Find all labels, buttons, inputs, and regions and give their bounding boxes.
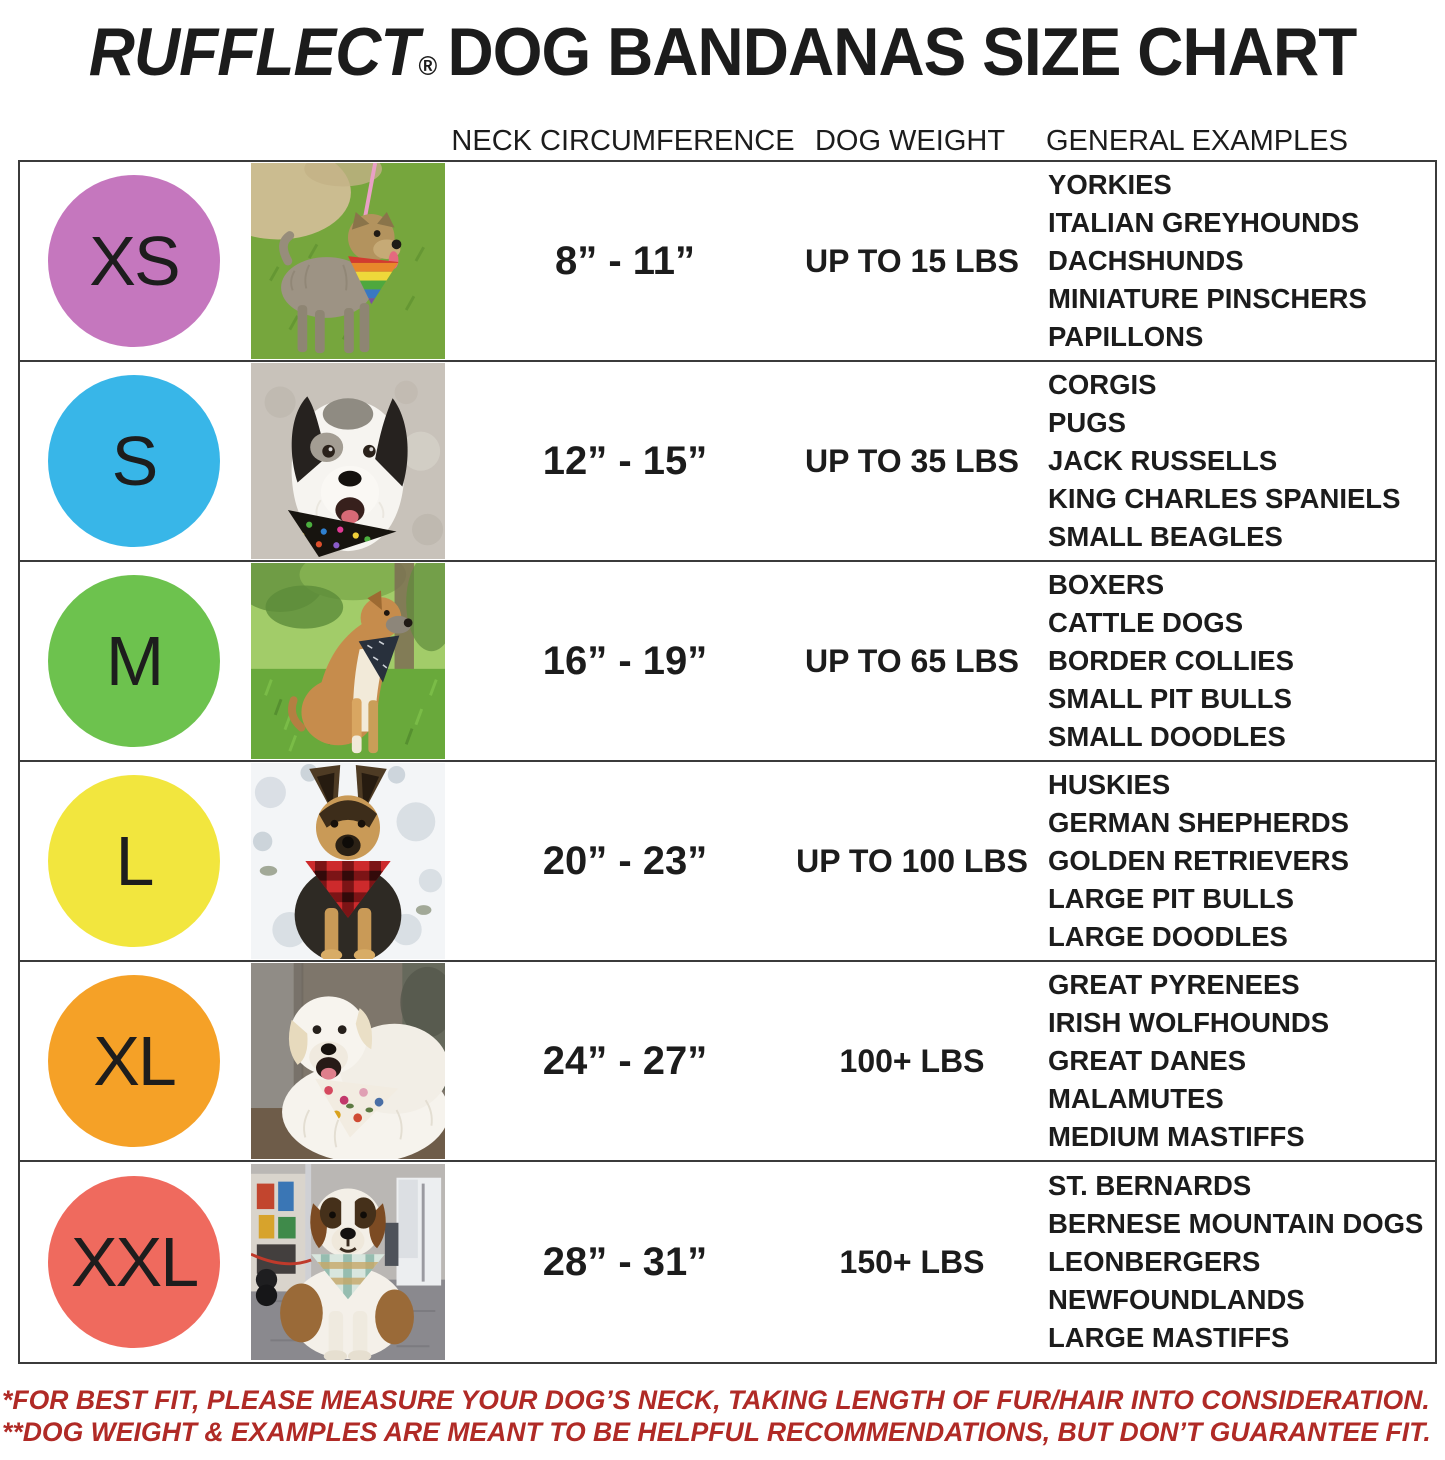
size-chart-table: XS bbox=[18, 160, 1437, 1364]
weight-value: UP TO 35 LBS bbox=[805, 442, 1019, 479]
dog-photo-cell bbox=[248, 562, 448, 760]
size-badge-cell: XS bbox=[20, 162, 248, 360]
example-item: LEONBERGERS bbox=[1048, 1246, 1261, 1277]
column-headers: NECK CIRCUMFERENCE DOG WEIGHT GENERAL EX… bbox=[18, 120, 1437, 160]
example-item: PUGS bbox=[1048, 407, 1126, 438]
column-header-weight: DOG WEIGHT bbox=[814, 125, 1006, 157]
example-item: CATTLE DOGS bbox=[1048, 607, 1244, 638]
weight-value: UP TO 15 LBS bbox=[805, 242, 1019, 279]
weight-value: 150+ LBS bbox=[839, 1243, 985, 1280]
example-item: SMALL DOODLES bbox=[1048, 721, 1286, 752]
size-row-m: M bbox=[20, 562, 1435, 762]
size-row-xl: XL bbox=[20, 962, 1435, 1162]
dog-photo-s bbox=[251, 363, 445, 559]
footnotes: *FOR BEST FIT, PLEASE MEASURE YOUR DOG’S… bbox=[0, 1384, 1445, 1448]
dog-photo-cell bbox=[248, 362, 448, 560]
example-item: DACHSHUNDS bbox=[1048, 245, 1244, 276]
example-item: BERNESE MOUNTAIN DOGS bbox=[1048, 1208, 1424, 1239]
size-badge-label: S bbox=[111, 422, 159, 500]
size-badge: S bbox=[48, 375, 220, 547]
neck-value: 24” - 27” bbox=[542, 1038, 708, 1083]
example-item: GERMAN SHEPHERDS bbox=[1048, 807, 1350, 838]
neck-value: 12” - 15” bbox=[542, 438, 708, 483]
dog-photo-cell bbox=[248, 162, 448, 360]
size-badge: XXL bbox=[48, 1176, 220, 1348]
example-item: JACK RUSSELLS bbox=[1048, 445, 1278, 476]
size-badge-label: XL bbox=[93, 1022, 177, 1100]
example-item: HUSKIES bbox=[1048, 769, 1171, 800]
example-item: BORDER COLLIES bbox=[1048, 645, 1294, 676]
neck-value: 20” - 23” bbox=[542, 838, 708, 883]
size-row-l: L bbox=[20, 762, 1435, 962]
example-item: MEDIUM MASTIFFS bbox=[1048, 1121, 1305, 1152]
column-header-examples: GENERAL EXAMPLES bbox=[1046, 125, 1348, 157]
example-item: NEWFOUNDLANDS bbox=[1048, 1284, 1305, 1315]
example-item: ST. BERNARDS bbox=[1048, 1170, 1252, 1201]
weight-value: UP TO 100 LBS bbox=[796, 842, 1028, 879]
examples-list: YORKIES ITALIAN GREYHOUNDS DACHSHUNDS MI… bbox=[1022, 162, 1435, 360]
size-badge-cell: S bbox=[20, 362, 248, 560]
example-item: CORGIS bbox=[1048, 369, 1157, 400]
neck-value: 16” - 19” bbox=[542, 638, 708, 683]
dog-photo-xl bbox=[251, 963, 445, 1159]
dog-photo-cell bbox=[248, 962, 448, 1160]
example-item: GREAT PYRENEES bbox=[1048, 969, 1300, 1000]
example-item: BOXERS bbox=[1048, 569, 1165, 600]
size-badge: XS bbox=[48, 175, 220, 347]
size-badge: XL bbox=[48, 975, 220, 1147]
example-item: PAPILLONS bbox=[1048, 321, 1204, 352]
size-badge: M bbox=[48, 575, 220, 747]
example-item: MINIATURE PINSCHERS bbox=[1048, 283, 1367, 314]
dog-photo-xs bbox=[251, 163, 445, 359]
size-badge-label: L bbox=[115, 822, 155, 900]
examples-list: CORGIS PUGS JACK RUSSELLS KING CHARLES S… bbox=[1022, 362, 1435, 560]
example-item: LARGE PIT BULLS bbox=[1048, 883, 1294, 914]
examples-list: BOXERS CATTLE DOGS BORDER COLLIES SMALL … bbox=[1022, 562, 1435, 760]
dog-photo-cell bbox=[248, 762, 448, 960]
example-item: YORKIES bbox=[1048, 169, 1172, 200]
size-badge: L bbox=[48, 775, 220, 947]
neck-value: 28” - 31” bbox=[542, 1239, 708, 1284]
dog-photo-cell bbox=[248, 1162, 448, 1362]
weight-value: 100+ LBS bbox=[839, 1042, 985, 1079]
registered-mark: ® bbox=[418, 51, 437, 81]
size-row-xxl: XXL bbox=[20, 1162, 1435, 1362]
example-item: MALAMUTES bbox=[1048, 1083, 1224, 1114]
example-item: IRISH WOLFHOUNDS bbox=[1048, 1007, 1330, 1038]
brand-name: RUFFLECT bbox=[88, 14, 420, 90]
column-header-neck: NECK CIRCUMFERENCE bbox=[451, 125, 795, 157]
examples-list: ST. BERNARDS BERNESE MOUNTAIN DOGS LEONB… bbox=[1022, 1162, 1435, 1362]
footnote-disclaimer: **DOG WEIGHT & EXAMPLES ARE MEANT TO BE … bbox=[2, 1417, 1431, 1447]
example-item: SMALL PIT BULLS bbox=[1048, 683, 1292, 714]
neck-value: 8” - 11” bbox=[554, 238, 696, 283]
size-badge-label: XXL bbox=[70, 1223, 199, 1301]
title-rest: DOG BANDANAS SIZE CHART bbox=[447, 14, 1358, 90]
size-row-xs: XS bbox=[20, 162, 1435, 362]
example-item: SMALL BEAGLES bbox=[1048, 521, 1283, 552]
page-title: RUFFLECT® DOG BANDANAS SIZE CHART bbox=[43, 12, 1401, 106]
size-badge-cell: XL bbox=[20, 962, 248, 1160]
example-item: KING CHARLES SPANIELS bbox=[1048, 483, 1401, 514]
example-item: GREAT DANES bbox=[1048, 1045, 1247, 1076]
dog-photo-l bbox=[251, 763, 445, 959]
size-chart-page: RUFFLECT® DOG BANDANAS SIZE CHART NECK CI… bbox=[0, 12, 1445, 1460]
examples-list: HUSKIES GERMAN SHEPHERDS GOLDEN RETRIEVE… bbox=[1022, 762, 1435, 960]
size-badge-label: XS bbox=[89, 222, 180, 300]
size-row-s: S bbox=[20, 362, 1435, 562]
dog-photo-m bbox=[251, 563, 445, 759]
example-item: LARGE MASTIFFS bbox=[1048, 1322, 1290, 1353]
size-badge-cell: M bbox=[20, 562, 248, 760]
example-item: LARGE DOODLES bbox=[1048, 921, 1288, 952]
example-item: GOLDEN RETRIEVERS bbox=[1048, 845, 1350, 876]
size-badge-cell: L bbox=[20, 762, 248, 960]
footnote-best-fit: *FOR BEST FIT, PLEASE MEASURE YOUR DOG’S… bbox=[2, 1385, 1430, 1415]
example-item: ITALIAN GREYHOUNDS bbox=[1048, 207, 1360, 238]
examples-list: GREAT PYRENEES IRISH WOLFHOUNDS GREAT DA… bbox=[1022, 962, 1435, 1160]
size-badge-label: M bbox=[105, 622, 164, 700]
weight-value: UP TO 65 LBS bbox=[805, 642, 1019, 679]
size-badge-cell: XXL bbox=[20, 1162, 248, 1362]
dog-photo-xxl bbox=[251, 1164, 445, 1360]
